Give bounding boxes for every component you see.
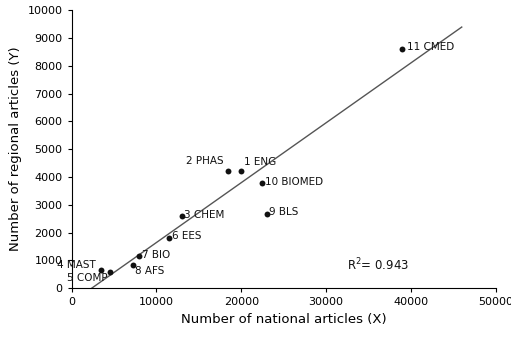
Point [135,254,144,259]
Text: R$^2$= 0.943: R$^2$= 0.943 [347,256,409,273]
Point [106,269,114,275]
Text: 11 CMED: 11 CMED [407,42,454,52]
X-axis label: Number of national articles (X): Number of national articles (X) [181,313,386,326]
Text: 5 COMP: 5 COMP [67,273,108,283]
Text: 8 AFS: 8 AFS [135,266,165,276]
Text: 6 EES: 6 EES [172,231,201,241]
Point [97,267,105,273]
Point [129,262,137,268]
Text: 1 ENG: 1 ENG [244,157,276,167]
Text: 2 PHAS: 2 PHAS [186,156,224,166]
Text: 3 CHEM: 3 CHEM [184,210,225,220]
Point [263,211,271,216]
Point [224,168,233,174]
Text: 7 BIO: 7 BIO [142,250,170,260]
Point [165,235,173,240]
Point [178,214,186,219]
Text: 4 MAST: 4 MAST [57,260,95,270]
Point [258,180,267,186]
Point [398,46,406,51]
Point [237,169,245,174]
Y-axis label: Number of regional articles (Y): Number of regional articles (Y) [9,47,22,252]
Text: 10 BIOMED: 10 BIOMED [265,177,323,187]
Text: 9 BLS: 9 BLS [269,207,298,217]
